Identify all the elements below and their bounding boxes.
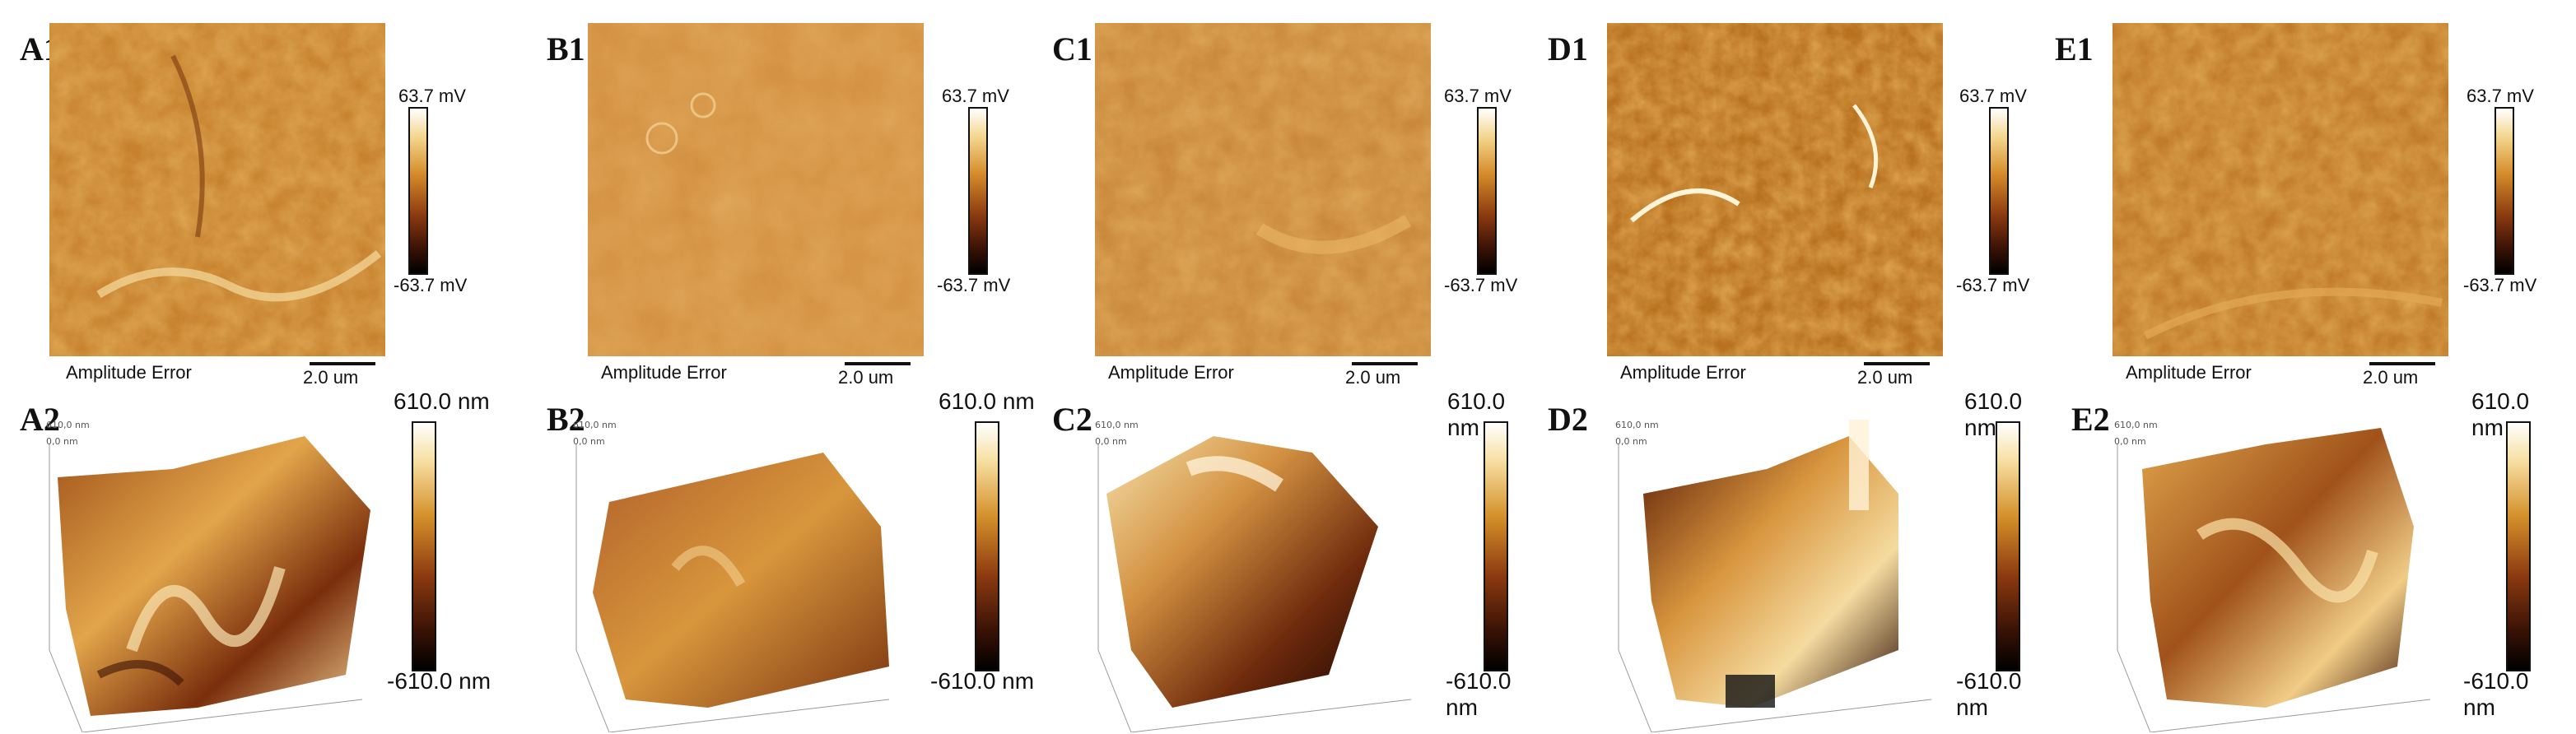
panel-a: A1 Amplitude Error 2.0 um 63.7 mV -63.7 …: [0, 0, 510, 734]
amplitude-caption-d: Amplitude Error: [1620, 362, 1746, 383]
amp-colorbar-min-a: -63.7 mV: [394, 275, 468, 295]
panel-c: C1 Amplitude Error 2.0 um 63.7 mV -63.7 …: [1032, 0, 1543, 734]
topo-colorbar-c: [1484, 421, 1508, 671]
topography-3d-image-e: 610,0 nm 0,0 nm: [2101, 403, 2463, 732]
topo-colorbar-min-c: -610.0 nm: [1446, 668, 1512, 720]
amplitude-error-image-e: [2113, 23, 2448, 356]
z-axis-zero-b: 0,0 nm: [573, 436, 605, 447]
topo-colorbar-b: [975, 421, 999, 671]
scale-bar-label-e: 2.0 um: [2363, 367, 2419, 388]
scale-bar-a: [310, 362, 375, 365]
panel-label-d1: D1: [1548, 30, 1588, 67]
panel-label-c1: C1: [1052, 30, 1092, 67]
scale-bar-label-c: 2.0 um: [1345, 367, 1401, 388]
topo-colorbar-min-a: -610.0 nm: [387, 668, 491, 694]
amp-colorbar-max-e: 63.7 mV: [2467, 86, 2534, 106]
amplitude-caption-c: Amplitude Error: [1108, 362, 1234, 383]
topo-colorbar-d: [1996, 421, 2020, 671]
topo-colorbar-max-b: 610.0 nm: [939, 388, 1035, 414]
panel-label-b1: B1: [547, 30, 585, 67]
topo-colorbar-min-d: -610.0 nm: [1956, 668, 2022, 720]
panel-label-d2: D2: [1548, 401, 1588, 438]
panel-label-e1: E1: [2055, 30, 2094, 67]
z-axis-top-c: 610,0 nm: [1095, 420, 1139, 430]
amplitude-caption-e: Amplitude Error: [2126, 362, 2252, 383]
panel-e: E1 Amplitude Error 2.0 um 63.7 mV -63.7 …: [2052, 0, 2562, 734]
z-axis-zero-a: 0,0 nm: [46, 436, 78, 447]
scale-bar-d: [1864, 362, 1930, 365]
z-axis-top-d: 610,0 nm: [1615, 420, 1659, 430]
topo-colorbar-max-d: 610.0 nm: [1964, 388, 2023, 440]
amplitude-error-image-a: [49, 23, 385, 356]
panel-d: D1 Amplitude Error 2.0 um 63.7 mV -63.7 …: [1544, 0, 2055, 734]
amplitude-caption-a: Amplitude Error: [66, 362, 192, 383]
panel-b: B1 Amplitude Error 2.0 um 63.7 mV -63.7 …: [527, 0, 1037, 734]
amp-colorbar-min-b: -63.7 mV: [937, 275, 1011, 295]
z-axis-zero-e: 0,0 nm: [2114, 436, 2146, 447]
amplitude-error-image-b: [588, 23, 924, 356]
amp-colorbar-a: [408, 107, 428, 275]
topo-colorbar-a: [412, 421, 436, 671]
z-axis-zero-c: 0,0 nm: [1095, 436, 1127, 447]
amp-colorbar-min-c: -63.7 mV: [1444, 275, 1518, 295]
topo-colorbar-e: [2506, 421, 2531, 671]
scale-bar-b: [845, 362, 911, 365]
topo-colorbar-max-a: 610.0 nm: [394, 388, 490, 414]
scale-bar-e: [2369, 362, 2435, 365]
panel-label-c2: C2: [1052, 401, 1092, 438]
amplitude-error-image-c: [1095, 23, 1431, 356]
panel-label-a2: A2: [20, 401, 60, 438]
panel-label-e2: E2: [2071, 401, 2110, 438]
amp-colorbar-max-d: 63.7 mV: [1959, 86, 2027, 106]
scale-bar-label-b: 2.0 um: [838, 367, 894, 388]
amp-colorbar-min-e: -63.7 mV: [2463, 275, 2537, 295]
topography-3d-image-c: 610,0 nm 0,0 nm: [1082, 403, 1444, 732]
topography-3d-image-a: 610,0 nm 0,0 nm: [33, 403, 395, 732]
z-axis-top-a: 610,0 nm: [46, 420, 90, 430]
topo-colorbar-min-e: -610.0 nm: [2463, 668, 2529, 720]
amp-colorbar-c: [1477, 107, 1497, 275]
panel-label-b2: B2: [547, 401, 585, 438]
amplitude-error-image-d: [1607, 23, 1943, 356]
scale-bar-label-d: 2.0 um: [1857, 367, 1913, 388]
scale-bar-c: [1352, 362, 1418, 365]
z-axis-top-b: 610,0 nm: [573, 420, 617, 430]
scale-bar-label-a: 2.0 um: [303, 367, 359, 388]
amp-colorbar-e: [2494, 107, 2514, 275]
amp-colorbar-d: [1989, 107, 2009, 275]
amp-colorbar-max-c: 63.7 mV: [1444, 86, 1512, 106]
topo-colorbar-max-c: 610.0 nm: [1447, 388, 1506, 440]
z-axis-zero-d: 0,0 nm: [1615, 436, 1647, 447]
topography-3d-image-b: 610,0 nm 0,0 nm: [560, 403, 922, 732]
amp-colorbar-b: [968, 107, 988, 275]
amp-colorbar-max-a: 63.7 mV: [398, 86, 466, 106]
topo-colorbar-max-e: 610.0 nm: [2471, 388, 2530, 440]
z-axis-top-e: 610,0 nm: [2114, 420, 2158, 430]
topo-colorbar-min-b: -610.0 nm: [930, 668, 1035, 694]
amp-colorbar-max-b: 63.7 mV: [942, 86, 1009, 106]
topography-3d-image-d: 610,0 nm 0,0 nm: [1602, 403, 1964, 732]
amplitude-caption-b: Amplitude Error: [601, 362, 727, 383]
amp-colorbar-min-d: -63.7 mV: [1956, 275, 2030, 295]
